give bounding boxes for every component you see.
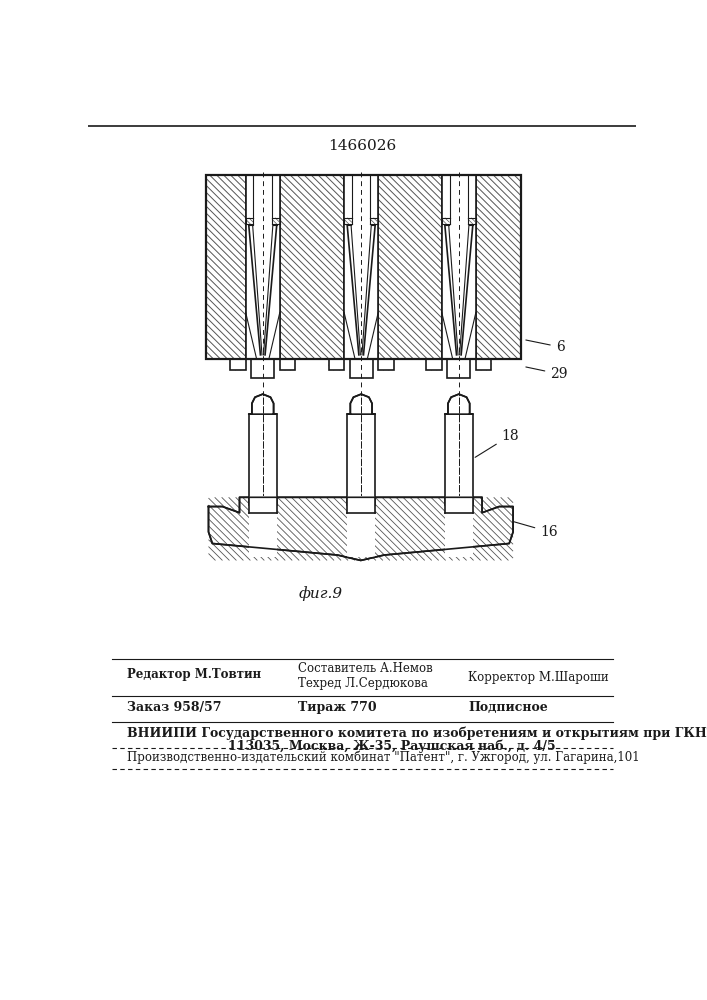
- Polygon shape: [347, 394, 375, 414]
- Text: Заказ 958/57: Заказ 958/57: [127, 701, 221, 714]
- Bar: [344, 175, 378, 359]
- Bar: [448, 359, 470, 378]
- Bar: [445, 496, 473, 557]
- Bar: [280, 175, 344, 359]
- Bar: [378, 175, 442, 359]
- Text: 18: 18: [475, 429, 519, 457]
- Polygon shape: [249, 394, 276, 414]
- Bar: [445, 414, 473, 505]
- Text: Производственно-издательский комбинат "Патент", г. Ужгород, ул. Гагарина,101: Производственно-издательский комбинат "П…: [127, 751, 640, 764]
- Bar: [476, 175, 521, 359]
- Text: 6: 6: [526, 340, 564, 354]
- Bar: [378, 359, 394, 370]
- Bar: [442, 175, 476, 359]
- Bar: [280, 359, 296, 370]
- Text: фиг.9: фиг.9: [299, 586, 343, 601]
- Text: 113035, Москва, Ж-35, Раушская наб., д. 4/5: 113035, Москва, Ж-35, Раушская наб., д. …: [228, 739, 556, 753]
- Bar: [206, 175, 521, 359]
- Text: 16: 16: [512, 521, 558, 539]
- Bar: [426, 359, 442, 370]
- Bar: [246, 175, 280, 359]
- Bar: [347, 496, 375, 557]
- Text: Подписное: Подписное: [468, 701, 548, 714]
- Bar: [347, 414, 375, 505]
- Polygon shape: [209, 497, 513, 560]
- Polygon shape: [445, 394, 473, 414]
- Text: Тираж 770: Тираж 770: [298, 701, 376, 714]
- Text: Редактор М.Товтин: Редактор М.Товтин: [127, 668, 262, 681]
- Text: ВНИИПИ Государственного комитета по изобретениям и открытиям при ГКНТ СССР: ВНИИПИ Государственного комитета по изоб…: [127, 727, 707, 740]
- Bar: [206, 175, 246, 359]
- Text: 29: 29: [526, 367, 568, 381]
- Text: 1466026: 1466026: [328, 139, 396, 153]
- Text: Техред Л.Сердюкова: Техред Л.Сердюкова: [298, 677, 428, 690]
- Bar: [249, 414, 276, 505]
- Bar: [476, 359, 491, 370]
- Bar: [249, 496, 276, 557]
- Text: Составитель А.Немов: Составитель А.Немов: [298, 662, 433, 675]
- Bar: [349, 359, 373, 378]
- Bar: [329, 359, 344, 370]
- Bar: [251, 359, 274, 378]
- Text: Корректор М.Шароши: Корректор М.Шароши: [468, 671, 609, 684]
- Bar: [230, 359, 246, 370]
